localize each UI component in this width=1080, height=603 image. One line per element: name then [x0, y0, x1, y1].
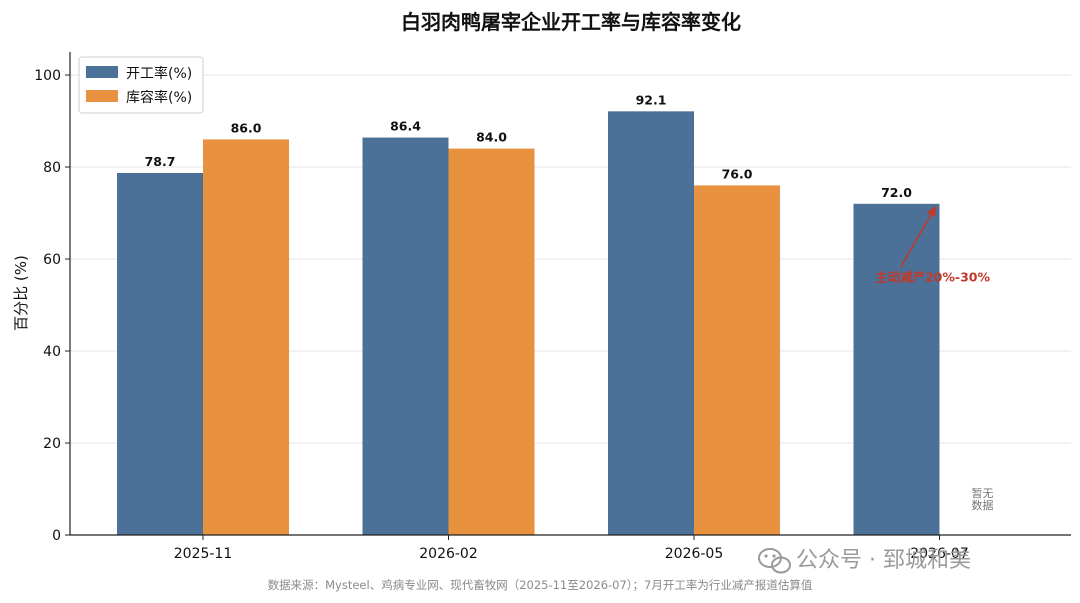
watermark: 公众号 · 郅城和美 — [758, 548, 971, 574]
y-tick-label: 80 — [43, 160, 61, 176]
data-label: 92.1 — [636, 92, 667, 107]
y-tick-label: 40 — [43, 344, 61, 360]
bar-operating-rate — [608, 111, 694, 535]
legend-swatch — [86, 66, 118, 78]
no-data-text: 数据 — [972, 498, 994, 512]
bars — [117, 111, 940, 536]
y-tick-label: 20 — [43, 436, 61, 452]
bar-storage-rate — [694, 185, 780, 535]
x-tick-label: 2026-07 — [910, 546, 969, 562]
data-label: 76.0 — [722, 166, 753, 181]
y-tick-label: 100 — [34, 68, 61, 84]
bar-operating-rate — [362, 137, 449, 535]
legend-label: 开工率(%) — [126, 65, 192, 82]
annotation-arrow — [899, 205, 937, 268]
source-note: 数据来源：Mysteel、鸡病专业网、现代畜牧网（2025-11至2026-07… — [268, 578, 813, 592]
data-label: 86.0 — [231, 120, 262, 135]
legend-swatch — [86, 90, 118, 102]
y-tick-label: 0 — [52, 528, 61, 544]
data-label: 84.0 — [476, 130, 507, 145]
y-axis-label: 百分比 (%) — [12, 255, 30, 331]
y-ticks: 0 20 40 60 80 100 — [34, 68, 70, 544]
wechat-icon — [758, 548, 791, 574]
bar-storage-rate — [203, 139, 289, 535]
annotation-text: 主动减产20%-30% — [875, 269, 991, 284]
data-label: 86.4 — [390, 119, 421, 134]
x-ticks: 2025-11 2026-02 2026-05 2026-07 — [174, 535, 969, 562]
axes — [69, 52, 1071, 536]
x-tick-label: 2026-05 — [665, 546, 724, 562]
x-tick-label: 2026-02 — [419, 546, 478, 562]
y-tick-label: 60 — [43, 252, 61, 268]
watermark-text: 公众号 · 郅城和美 — [796, 548, 971, 573]
no-data-text: 暂无 — [972, 487, 994, 500]
bar-operating-rate — [117, 172, 203, 536]
bar-operating-rate — [853, 203, 940, 536]
x-tick-label: 2025-11 — [174, 546, 233, 562]
data-label: 78.7 — [145, 154, 176, 169]
legend-label: 库容率(%) — [126, 89, 192, 106]
annotation: 主动减产20%-30% — [875, 205, 991, 284]
data-label: 72.0 — [881, 185, 912, 200]
chart-title: 白羽肉鸭屠宰企业开工率与库容率变化 — [401, 10, 741, 34]
legend: 开工率(%) 库容率(%) — [78, 56, 204, 114]
data-labels: 78.7 86.0 86.4 84.0 92.1 76.0 72.0 — [145, 92, 913, 199]
bar-storage-rate — [448, 148, 535, 535]
